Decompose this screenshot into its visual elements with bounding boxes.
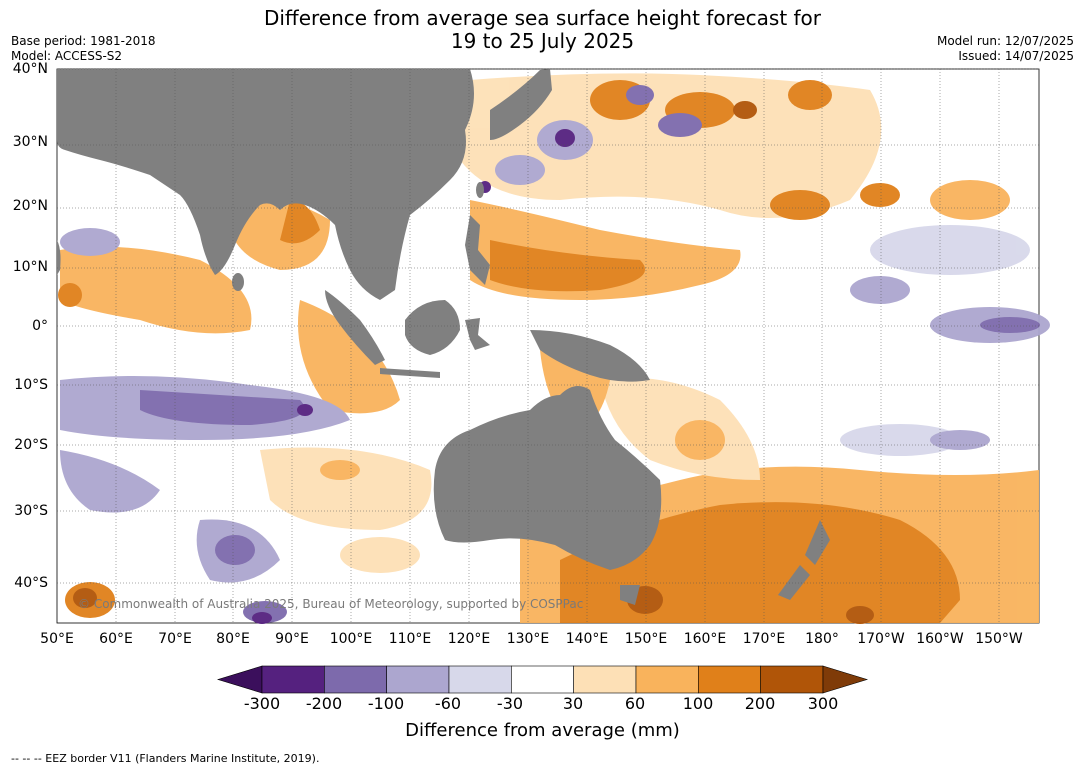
colorbar-title: Difference from average (mm)	[405, 720, 680, 741]
copyright-notice: © Commonwealth of Australia 2025, Bureau…	[78, 597, 584, 611]
lat-label: 10°N	[12, 259, 48, 275]
colorbar-tick: -60	[434, 694, 462, 713]
colorbar-segment	[698, 665, 761, 694]
lon-label: 150°E	[624, 631, 668, 647]
colorbar-segment	[635, 665, 699, 694]
lon-label: 110°E	[388, 631, 432, 647]
model-run: Model run: 12/07/2025	[936, 34, 1074, 48]
lon-label: 140°E	[565, 631, 609, 647]
colorbar-tick: 200	[744, 694, 776, 713]
colorbar	[216, 665, 869, 694]
graticule	[57, 68, 1039, 623]
lon-label: 170°E	[742, 631, 786, 647]
lon-label: 50°E	[40, 631, 74, 647]
lon-label: 90°E	[275, 631, 309, 647]
chart-title-line1: Difference from average sea surface heig…	[263, 6, 822, 30]
chart-title-line2: 19 to 25 July 2025	[450, 29, 635, 53]
lat-label: 20°S	[14, 437, 48, 453]
lat-label: 10°S	[14, 377, 48, 393]
lat-label: 40°N	[12, 61, 48, 77]
lat-label: 0°	[32, 318, 48, 334]
colorbar-segment	[760, 665, 824, 694]
colorbar-tick: -300	[243, 694, 281, 713]
colorbar-segment	[324, 665, 387, 694]
lat-label: 30°N	[12, 134, 48, 150]
colorbar-tick: 60	[624, 694, 646, 713]
lon-label: 130°E	[506, 631, 550, 647]
footnote: -- -- -- EEZ border V11 (Flanders Marine…	[11, 752, 320, 765]
colorbar-segment	[573, 665, 637, 694]
lon-label: 120°E	[447, 631, 491, 647]
colorbar-segment	[216, 665, 263, 694]
colorbar-segment	[386, 665, 450, 694]
issued-date: Issued: 14/07/2025	[958, 49, 1074, 63]
sea-height-map	[56, 68, 1050, 624]
colorbar-segment	[822, 665, 869, 694]
colorbar-tick: -30	[496, 694, 524, 713]
base-period: Base period: 1981-2018	[11, 34, 156, 48]
colorbar-tick: -100	[367, 694, 405, 713]
lon-label: 160°E	[683, 631, 727, 647]
colorbar-tick: -200	[305, 694, 343, 713]
lat-label: 30°S	[14, 503, 48, 519]
colorbar-segment	[448, 665, 512, 694]
lon-label: 180°	[805, 631, 839, 647]
lat-label: 20°N	[12, 198, 48, 214]
land	[57, 69, 830, 605]
lon-label: 160°W	[916, 631, 964, 647]
lon-label: 150°W	[975, 631, 1023, 647]
colorbar-tick: 300	[807, 694, 839, 713]
lon-label: 70°E	[158, 631, 192, 647]
lon-label: 170°W	[857, 631, 905, 647]
colorbar-segment	[261, 665, 325, 694]
lat-label: 40°S	[14, 575, 48, 591]
lon-label: 80°E	[216, 631, 250, 647]
lon-label: 100°E	[329, 631, 373, 647]
colorbar-tick: 100	[682, 694, 714, 713]
model-name: Model: ACCESS-S2	[11, 49, 123, 63]
colorbar-segment	[511, 665, 574, 694]
lon-label: 60°E	[99, 631, 133, 647]
colorbar-tick: 30	[562, 694, 584, 713]
